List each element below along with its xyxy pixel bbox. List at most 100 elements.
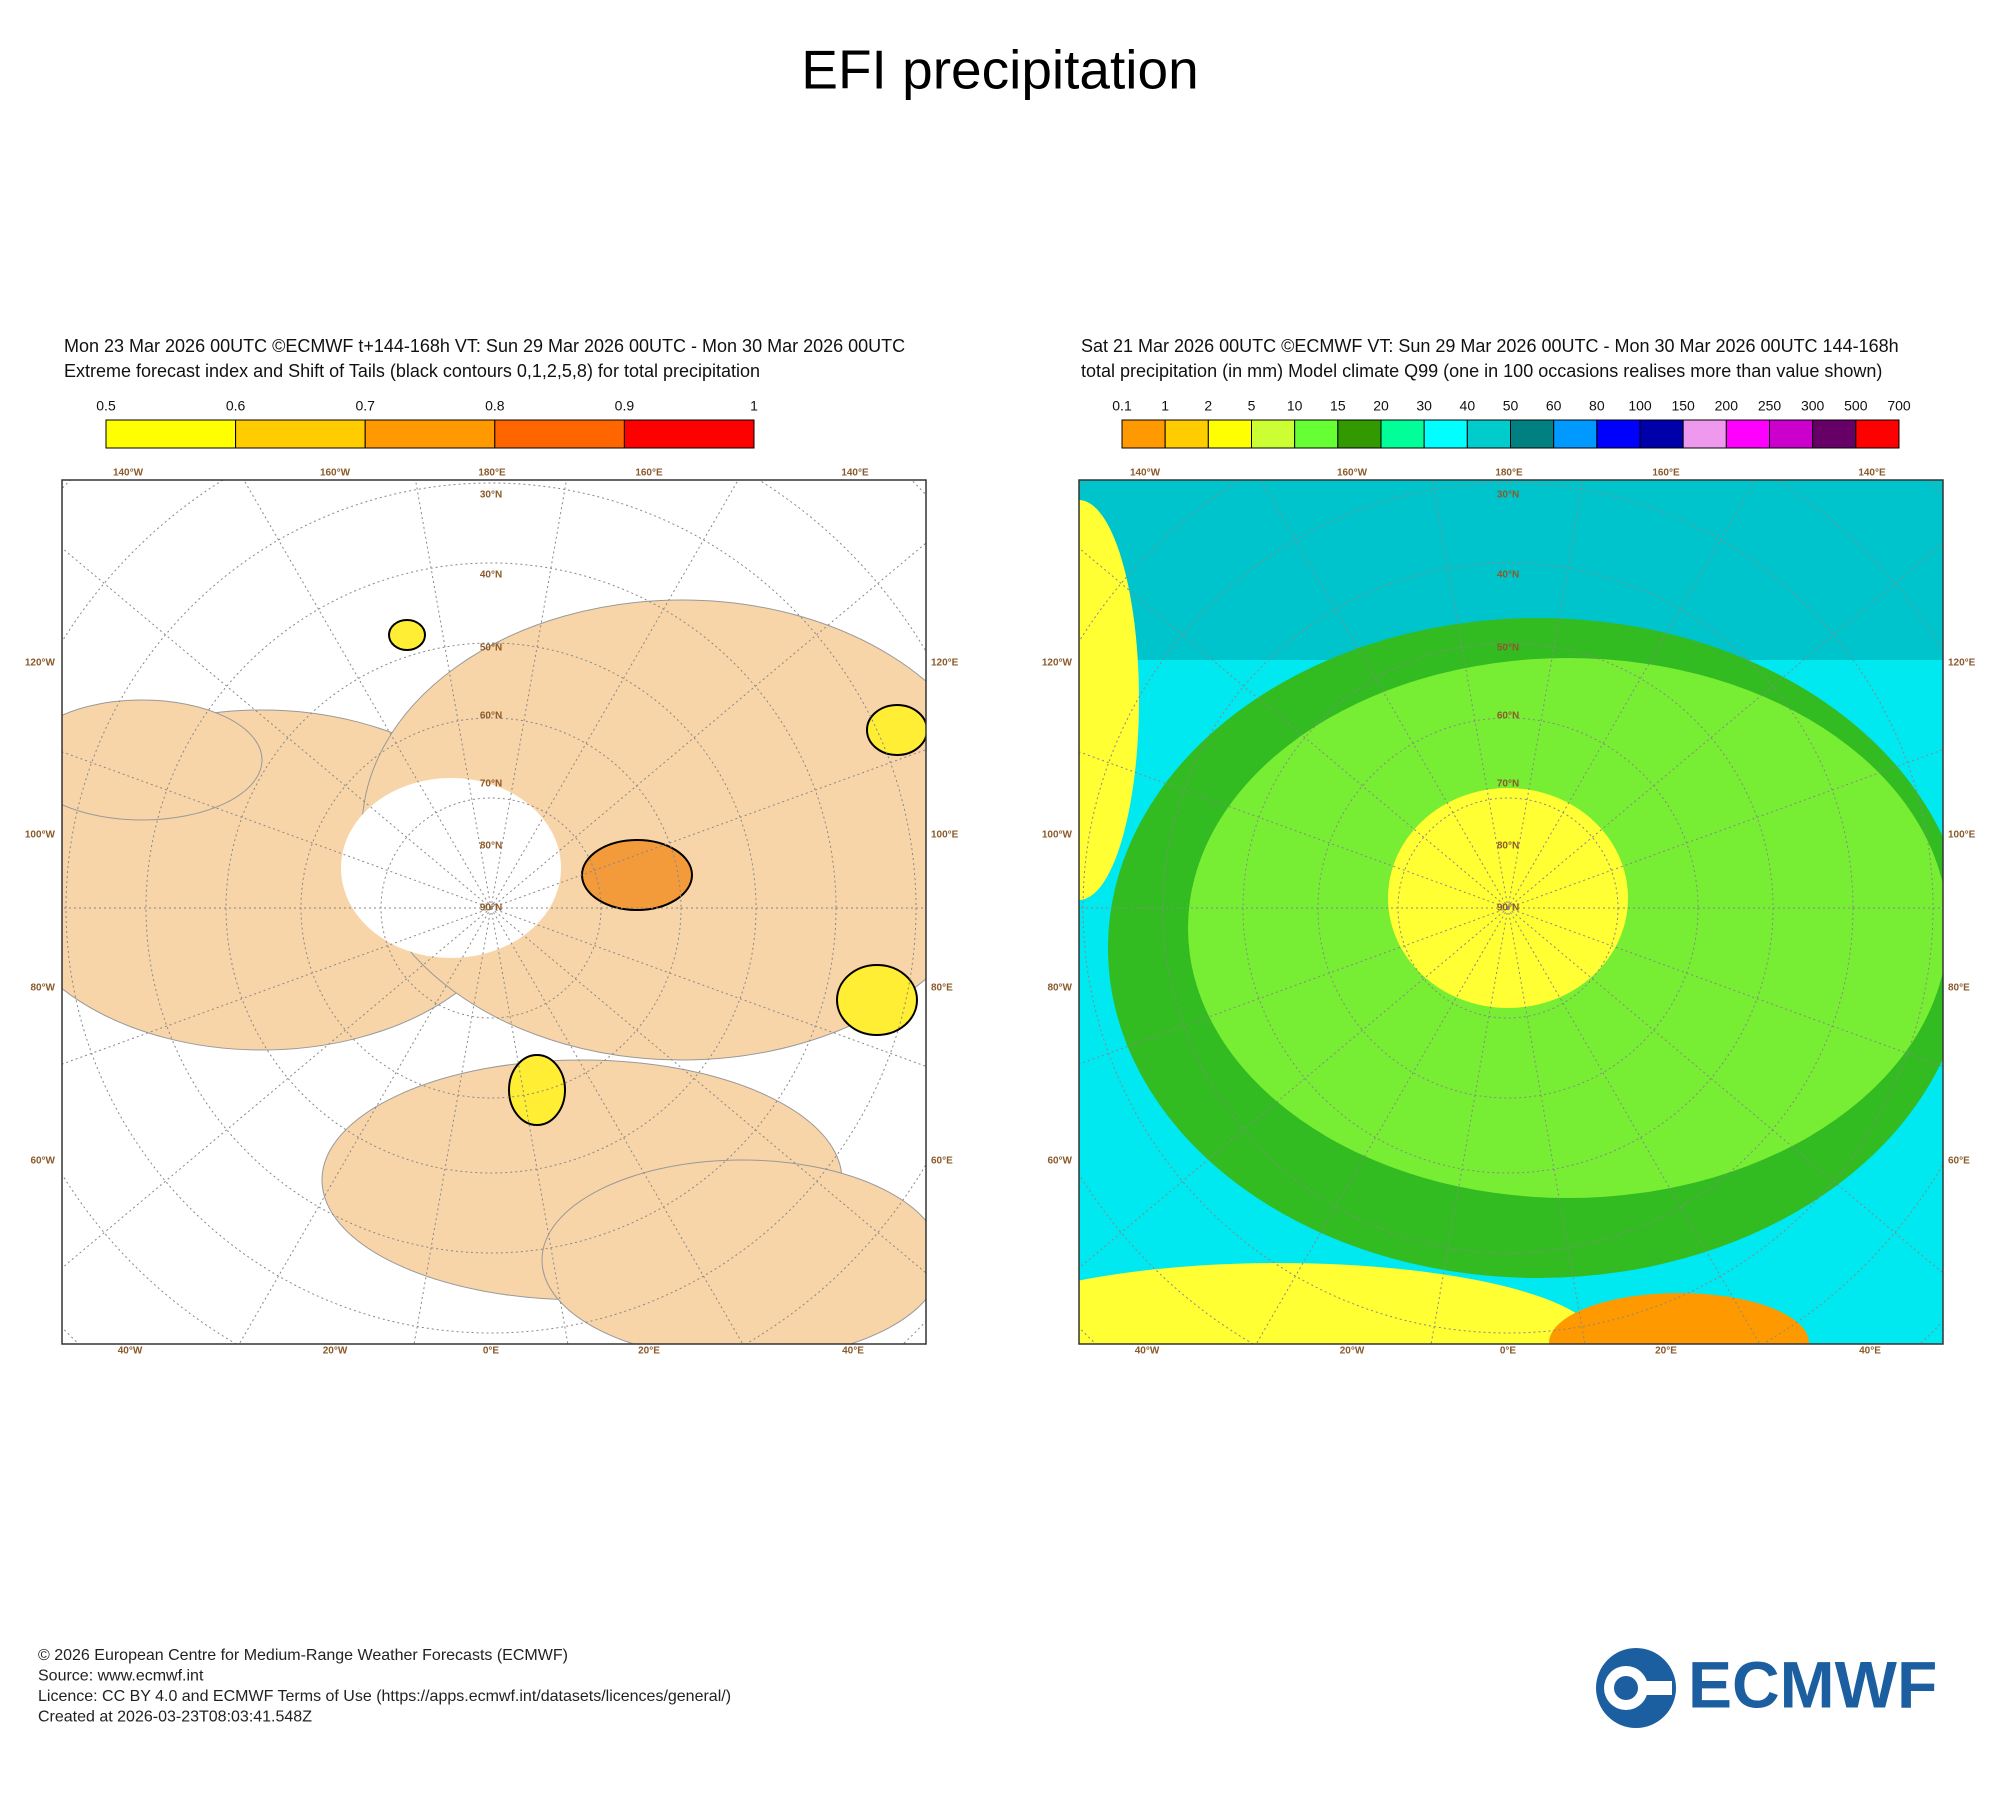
graticule — [490, 749, 926, 909]
lon-label: 160°W — [1337, 468, 1368, 479]
colorbar-label: 80 — [1589, 398, 1605, 414]
efi-area — [388, 619, 426, 651]
colorbar-label: 5 — [1248, 398, 1256, 414]
graticule — [1255, 907, 1509, 1344]
colorbar-box — [1466, 419, 1512, 449]
graticule — [1507, 907, 1943, 1274]
colorbar-label: 50 — [1503, 398, 1519, 414]
lon-label: 20°E — [1655, 1346, 1677, 1357]
lat-ring-label: 70°N — [1497, 779, 1519, 790]
graticule — [490, 542, 926, 909]
field-orange — [1549, 1293, 1809, 1344]
lat-label: 100°W — [25, 830, 56, 841]
panel-header: Mon 23 Mar 2026 00UTC ©ECMWF t+144-168h … — [64, 336, 905, 356]
graticule — [490, 907, 744, 1344]
lat-label: 80°E — [931, 983, 953, 994]
colorbar-box — [1855, 419, 1900, 449]
graticule — [490, 907, 926, 1274]
efi-area — [836, 964, 918, 1036]
colorbar-box — [1164, 419, 1209, 449]
graticule — [490, 480, 739, 909]
colorbar-box — [1380, 419, 1425, 449]
graticule — [490, 480, 567, 909]
colorbar-label: 250 — [1758, 398, 1782, 414]
colorbar-label: 20 — [1373, 398, 1389, 414]
lon-label: 20°E — [638, 1346, 660, 1357]
lat-ring-label: 60°N — [1497, 711, 1519, 722]
field-yellow-sw — [1079, 1263, 1599, 1344]
colorbar-label: 100 — [1628, 398, 1652, 414]
colorbar-label: 0.8 — [485, 398, 505, 414]
map-body — [1079, 480, 1943, 1344]
colorbar-label: 150 — [1671, 398, 1695, 414]
colorbar-label: 1 — [750, 398, 758, 414]
graticule — [243, 480, 492, 909]
graticule — [490, 907, 569, 1344]
colorbar-label: 2 — [1204, 398, 1212, 414]
lat-ring-label: 90°N — [1497, 903, 1519, 914]
lon-label: 140°E — [1858, 468, 1886, 479]
map-panel: Mon 23 Mar 2026 00UTC ©ECMWF t+144-168h … — [25, 336, 959, 1357]
lat-ring-label: 60°N — [480, 711, 502, 722]
lat-ring-label: 40°N — [1497, 570, 1519, 581]
colorbar-box — [1251, 419, 1296, 449]
graticule — [1260, 480, 1509, 909]
colorbar-box — [1812, 419, 1857, 449]
colorbar-label: 0.5 — [96, 398, 116, 414]
ecmwf-logo: ECMWF — [1596, 1647, 1937, 1728]
panel-header: Sat 21 Mar 2026 00UTC ©ECMWF VT: Sun 29 … — [1081, 336, 1899, 356]
efi-area — [581, 839, 693, 911]
map-body — [62, 480, 926, 1344]
lon-label: 40°E — [1859, 1346, 1881, 1357]
field-yellow — [1388, 788, 1628, 1008]
colorbar-label: 300 — [1801, 398, 1825, 414]
colorbar-label: 700 — [1887, 398, 1911, 414]
lat-label: 60°E — [931, 1156, 953, 1167]
graticule — [1507, 542, 1943, 909]
graticule — [1507, 480, 1756, 909]
land — [541, 1159, 926, 1344]
panel-header: total precipitation (in mm) Model climat… — [1081, 361, 1882, 381]
colorbar-label: 60 — [1546, 398, 1562, 414]
polar-sea — [341, 778, 561, 958]
graticule — [1079, 547, 1509, 909]
lon-label: 140°W — [1130, 468, 1161, 479]
land — [62, 699, 263, 821]
graticule — [1432, 480, 1509, 909]
footer-line: Licence: CC BY 4.0 and ECMWF Terms of Us… — [38, 1688, 731, 1705]
colorbar-box — [1207, 419, 1253, 449]
colorbar-box — [1510, 419, 1555, 449]
lon-label: 180°E — [1495, 468, 1523, 479]
lat-label: 60°W — [30, 1156, 55, 1167]
lat-ring-label: 50°N — [1497, 643, 1519, 654]
colorbar-label: 0.9 — [615, 398, 635, 414]
colorbar-box — [1725, 419, 1771, 449]
lat-ring-label: 90°N — [480, 903, 502, 914]
colorbar-box — [623, 419, 755, 449]
lon-label: 40°W — [1135, 1346, 1160, 1357]
lon-label: 160°E — [1652, 468, 1680, 479]
panel-header: Extreme forecast index and Shift of Tail… — [64, 361, 760, 381]
graticule — [1507, 907, 1943, 1067]
lon-label: 40°E — [842, 1346, 864, 1357]
lat-ring-label: 70°N — [480, 779, 502, 790]
graticule — [413, 907, 492, 1344]
colorbar-box — [1639, 419, 1684, 449]
map-panel: Sat 21 Mar 2026 00UTC ©ECMWF VT: Sun 29 … — [1042, 336, 1976, 1357]
lat-label: 60°W — [1047, 1156, 1072, 1167]
graticule — [238, 907, 492, 1344]
colorbar-label: 0.1 — [1112, 398, 1132, 414]
graticule — [1507, 907, 1761, 1344]
efi-area — [508, 1054, 566, 1126]
footer-line: Created at 2026-03-23T08:03:41.548Z — [38, 1709, 312, 1726]
graticule — [415, 480, 492, 909]
map-frame — [61, 479, 927, 1345]
lon-label: 180°E — [478, 468, 506, 479]
colorbar-label: 1 — [1161, 398, 1169, 414]
lat-ring-label: 50°N — [480, 643, 502, 654]
map-frame — [1078, 479, 1944, 1345]
footer-line: © 2026 European Centre for Medium-Range … — [38, 1647, 568, 1664]
lat-label: 100°E — [931, 830, 959, 841]
colorbar-box — [1121, 419, 1166, 449]
